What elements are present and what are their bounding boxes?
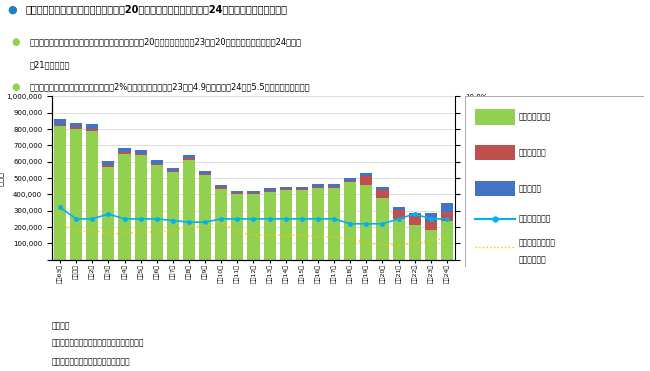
Bar [135, 150, 147, 154]
Bar [70, 122, 82, 127]
Bar [441, 203, 453, 212]
Bar [476, 109, 515, 125]
Bar [476, 145, 515, 160]
Text: 貸家：長屋建: 貸家：長屋建 [519, 148, 546, 157]
Bar [199, 171, 211, 174]
Text: 貸家全体に占める貸家戸建の割合は約2%程度であるが、平成23年に4.9万戸、平成24年に5.5万戸と緩やかに増加: 貸家全体に占める貸家戸建の割合は約2%程度であるが、平成23年に4.9万戸、平成… [29, 82, 310, 91]
Bar [441, 212, 453, 220]
Text: 貸家戸建割合: 貸家戸建割合 [519, 256, 546, 265]
Bar [424, 220, 437, 230]
Bar [215, 185, 227, 187]
Text: 賃貸戸建・賃貸共同住宅ともに、平成20年以降の減少傾向から平成24年には増加に転じている: 賃貸戸建・賃貸共同住宅ともに、平成20年以降の減少傾向から平成24年には増加に転… [26, 4, 288, 14]
Bar [151, 160, 162, 164]
Bar [135, 154, 147, 155]
Bar [344, 182, 356, 260]
Bar [103, 167, 114, 260]
Bar [248, 193, 259, 194]
Bar [263, 192, 276, 260]
Text: ●: ● [12, 37, 20, 47]
Bar [441, 220, 453, 260]
Bar [167, 173, 179, 260]
Bar [280, 189, 292, 190]
Bar [199, 174, 211, 175]
Bar [312, 188, 324, 260]
Bar [280, 187, 292, 189]
Bar [215, 189, 227, 260]
Bar [409, 224, 421, 260]
Bar [103, 165, 114, 167]
Bar [424, 213, 437, 220]
Text: 貸家：戸建: 貸家：戸建 [519, 184, 541, 193]
Bar [70, 127, 82, 129]
Bar [151, 165, 162, 260]
Bar [312, 184, 324, 187]
Bar [344, 178, 356, 181]
Bar [376, 187, 389, 190]
Bar [328, 184, 340, 187]
Bar [360, 175, 372, 185]
Bar [476, 181, 515, 196]
Text: （出典）国土交通省「住宅着工統計」: （出典）国土交通省「住宅着工統計」 [52, 358, 131, 367]
Bar [151, 164, 162, 165]
Bar [263, 188, 276, 191]
Bar [248, 191, 259, 193]
Text: 【備考】: 【備考】 [52, 321, 70, 331]
Bar [86, 129, 98, 131]
Bar [360, 185, 372, 260]
Bar [248, 194, 259, 260]
Bar [312, 187, 324, 188]
Bar [54, 126, 66, 260]
Bar [263, 191, 276, 192]
Bar [135, 155, 147, 260]
Bar [231, 193, 243, 194]
Bar [231, 191, 243, 193]
Bar [231, 194, 243, 260]
Text: 新規供給された賃貸住宅戸数の推移をみると、平成20年以降減少し平成23年に20万戸を下回るが、平成24年には: 新規供給された賃貸住宅戸数の推移をみると、平成20年以降減少し平成23年に20万… [29, 37, 302, 46]
Bar [118, 154, 131, 260]
Bar [393, 210, 404, 219]
Y-axis label: （戸）: （戸） [0, 171, 5, 186]
Bar [54, 119, 66, 125]
Bar [409, 213, 421, 216]
Text: 21万戸に増加: 21万戸に増加 [29, 60, 70, 69]
Bar [183, 155, 195, 158]
Bar [296, 190, 308, 260]
Bar [199, 175, 211, 260]
Bar [393, 207, 404, 210]
Bar [54, 125, 66, 126]
Bar [70, 129, 82, 260]
Bar [86, 124, 98, 129]
Bar [183, 160, 195, 260]
Bar [409, 216, 421, 224]
Bar [167, 168, 179, 171]
Text: ●: ● [12, 82, 20, 92]
Text: ●: ● [8, 4, 18, 14]
Bar [215, 187, 227, 189]
Bar [280, 190, 292, 260]
Text: 貸家：共同住宅: 貸家：共同住宅 [519, 112, 551, 121]
Bar [167, 171, 179, 173]
Bar [183, 158, 195, 160]
Text: 首都圏：東京都、埼玉県、千葉県、神奈川県: 首都圏：東京都、埼玉県、千葉県、神奈川県 [52, 338, 144, 347]
Bar [376, 190, 389, 198]
Bar [328, 188, 340, 260]
Bar [424, 230, 437, 260]
Bar [393, 219, 404, 260]
Bar [86, 131, 98, 260]
Bar [118, 152, 131, 154]
Bar [296, 189, 308, 190]
FancyBboxPatch shape [465, 96, 644, 267]
Bar [296, 187, 308, 189]
Bar [344, 181, 356, 182]
Bar [376, 198, 389, 260]
Bar [103, 161, 114, 165]
Bar [360, 173, 372, 175]
Bar [328, 187, 340, 188]
Bar [118, 148, 131, 152]
Text: （参考）首都圏の: （参考）首都圏の [519, 239, 555, 248]
Text: 貸家戸建の割合: 貸家戸建の割合 [519, 215, 551, 224]
